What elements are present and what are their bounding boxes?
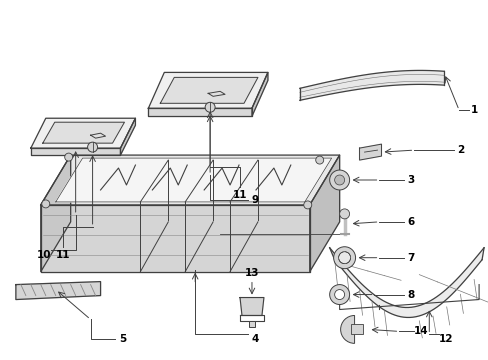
Text: 7: 7 [407,253,414,263]
Text: 10: 10 [37,250,51,260]
Text: 8: 8 [407,289,414,300]
Polygon shape [31,118,135,148]
Polygon shape [41,205,309,272]
Circle shape [64,153,73,161]
Text: 11: 11 [232,190,247,200]
Text: 12: 12 [438,334,452,345]
Polygon shape [16,282,101,300]
Polygon shape [329,248,483,318]
Circle shape [205,102,215,112]
Polygon shape [359,144,381,160]
Bar [248,321,254,328]
Circle shape [315,156,323,164]
Polygon shape [148,108,251,116]
Text: 14: 14 [413,327,428,336]
Polygon shape [299,71,443,100]
Text: 11: 11 [55,250,70,260]
Circle shape [303,201,311,209]
Text: 13: 13 [244,267,259,278]
Polygon shape [31,148,120,155]
Text: 1: 1 [469,105,477,115]
Text: 9: 9 [251,195,258,205]
Polygon shape [42,122,124,143]
Circle shape [339,209,349,219]
Circle shape [329,170,349,190]
Polygon shape [148,72,267,108]
Circle shape [41,200,50,208]
Polygon shape [56,158,331,202]
Circle shape [87,142,98,152]
Circle shape [334,289,344,300]
Text: 6: 6 [407,217,414,227]
Text: 5: 5 [119,334,126,345]
Circle shape [334,175,344,185]
Bar [350,324,362,334]
Circle shape [329,285,349,305]
Text: 2: 2 [457,145,464,155]
Polygon shape [120,118,135,155]
Text: 3: 3 [407,175,414,185]
Polygon shape [41,155,71,272]
Polygon shape [251,72,267,116]
Circle shape [338,252,350,264]
Text: 4: 4 [251,334,258,345]
Polygon shape [309,155,339,272]
Circle shape [333,247,355,269]
Polygon shape [41,155,339,205]
Polygon shape [240,298,264,315]
Wedge shape [340,315,354,343]
Polygon shape [160,77,258,103]
